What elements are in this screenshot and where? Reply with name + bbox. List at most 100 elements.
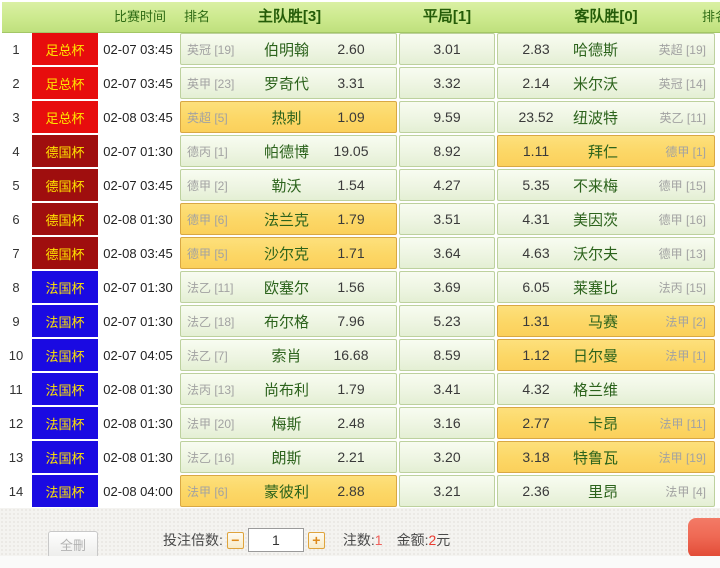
home-team-name: 帕德博 [263,143,309,161]
delete-all-button[interactable]: 全刪 [48,531,99,558]
away-odds-cell[interactable]: 2.83 哈德斯 英超 [19] [497,33,715,65]
draw-odds-cell[interactable]: 3.69 [399,271,495,303]
away-odds-cell[interactable]: 3.18 特鲁瓦 法甲 [19] [497,441,715,473]
home-odds-value: 1.79 [337,211,365,227]
draw-odds-cell[interactable]: 5.23 [399,305,495,337]
away-odds-cell[interactable]: 2.36 里昂 法甲 [4] [497,475,715,507]
away-odds-cell[interactable]: 1.11 拜仁 德甲 [1] [497,135,715,167]
home-odds-cell[interactable]: 法乙 [16] 朗斯 2.21 [180,441,397,473]
away-team-name: 里昂 [587,483,618,501]
home-league-rank: 法乙 [7] [187,348,228,363]
bets-count: 注数:1 [342,532,383,548]
odds-table: 比赛时间 排名 主队胜[3] 平局[1] 客队胜[0] 排名 1 足总杯 02-07… [0,2,720,507]
draw-odds-cell[interactable]: 3.21 [399,475,495,507]
away-odds-value: 1.12 [522,347,550,363]
draw-odds-value: 3.51 [433,211,461,227]
row-number: 10 [8,347,24,363]
table-row: 14 法国杯 02-08 04:00 法甲 [6] 蒙彼利 2.88 3.21 2.36 里昂 法… [0,475,720,507]
away-odds-cell[interactable]: 5.35 不来梅 德甲 [15] [497,169,715,201]
league-badge: 德国杯 [32,169,98,201]
home-team-name: 伯明翰 [263,41,309,59]
home-odds-cell[interactable]: 法乙 [18] 布尔格 7.96 [180,305,397,337]
home-odds-cell[interactable]: 德甲 [2] 勒沃 1.54 [180,169,397,201]
away-odds-value: 3.18 [522,449,550,465]
away-team-name: 拜仁 [587,143,618,161]
draw-odds-cell[interactable]: 9.59 [399,101,495,133]
home-odds-cell[interactable]: 法乙 [11] 欧塞尔 1.56 [180,271,397,303]
table-header: 比赛时间 排名 主队胜[3] 平局[1] 客队胜[0] 排名 [2,2,720,33]
home-odds-value: 2.88 [337,483,365,499]
home-odds-cell[interactable]: 法甲 [6] 蒙彼利 2.88 [180,475,397,507]
away-odds-value: 1.11 [522,143,550,159]
away-odds-cell[interactable]: 2.77 卡昂 法甲 [11] [497,407,715,439]
away-odds-cell[interactable]: 1.31 马赛 法甲 [2] [497,305,715,337]
match-time: 02-08 01:30 [103,211,173,227]
home-league-rank: 德甲 [5] [187,246,228,261]
away-odds-cell[interactable]: 2.14 米尔沃 英冠 [14] [497,67,715,99]
away-league-rank: 德甲 [16] [658,212,706,227]
home-league-rank: 法乙 [11] [187,280,234,295]
draw-odds-value: 3.64 [433,245,461,261]
draw-odds-cell[interactable]: 3.32 [399,67,495,99]
home-odds-cell[interactable]: 德丙 [1] 帕德博 19.05 [180,135,397,167]
home-odds-cell[interactable]: 法乙 [7] 索肖 16.68 [180,339,397,371]
draw-odds-cell[interactable]: 8.59 [399,339,495,371]
away-team-name: 卡昂 [587,415,618,433]
away-team-name: 马赛 [587,313,618,331]
away-odds-cell[interactable]: 4.32 格兰维 [497,373,715,405]
away-league-rank: 英乙 [11] [659,110,706,125]
minus-button[interactable]: − [226,531,244,549]
match-time: 02-08 03:45 [103,109,173,125]
draw-odds-cell[interactable]: 3.20 [399,441,495,473]
match-time: 02-08 01:30 [103,381,173,397]
away-odds-cell[interactable]: 23.52 纽波特 英乙 [11] [497,101,715,133]
away-team-name: 美因茨 [572,211,618,229]
draw-odds-value: 9.59 [433,109,461,125]
table-row: 12 法国杯 02-08 01:30 法甲 [20] 梅斯 2.48 3.16 2.77 卡昂 法… [0,407,720,439]
home-odds-cell[interactable]: 法甲 [20] 梅斯 2.48 [180,407,397,439]
away-odds-cell[interactable]: 1.12 日尔曼 法甲 [1] [497,339,715,371]
draw-odds-value: 3.16 [433,415,461,431]
match-time: 02-08 01:30 [103,415,173,431]
draw-odds-cell[interactable]: 8.92 [399,135,495,167]
home-odds-cell[interactable]: 德甲 [5] 沙尔克 1.71 [180,237,397,269]
league-badge: 足总杯 [32,33,98,65]
league-badge: 德国杯 [32,203,98,235]
home-odds-value: 16.68 [333,347,369,363]
home-team-name: 尚布利 [263,381,309,399]
home-odds-cell[interactable]: 英超 [5] 热刺 1.09 [180,101,397,133]
home-odds-value: 7.96 [337,313,365,329]
row-number: 6 [12,211,20,227]
away-team-name: 哈德斯 [572,41,618,59]
away-odds-cell[interactable]: 4.31 美因茨 德甲 [16] [497,203,715,235]
away-odds-value: 4.63 [522,245,550,261]
draw-odds-cell[interactable]: 3.16 [399,407,495,439]
home-odds-cell[interactable]: 德甲 [6] 法兰克 1.79 [180,203,397,235]
submit-button[interactable] [688,518,720,558]
table-row: 1 足总杯 02-07 03:45 英冠 [19] 伯明翰 2.60 3.01 2.83 哈德斯… [0,33,720,65]
plus-button[interactable]: + [307,531,325,549]
draw-odds-cell[interactable]: 4.27 [399,169,495,201]
multiplier-input[interactable] [247,528,304,552]
home-team-name: 热刺 [271,109,302,127]
home-odds-cell[interactable]: 英甲 [23] 罗奇代 3.31 [180,67,397,99]
draw-odds-value: 3.01 [433,41,461,57]
home-team-name: 法兰克 [263,211,309,229]
league-badge: 法国杯 [32,305,98,337]
draw-odds-cell[interactable]: 3.41 [399,373,495,405]
draw-odds-cell[interactable]: 3.51 [399,203,495,235]
home-odds-value: 3.31 [337,75,365,91]
away-odds-cell[interactable]: 4.63 沃尔夫 德甲 [13] [497,237,715,269]
home-league-rank: 法甲 [6] [187,484,228,499]
home-odds-cell[interactable]: 法丙 [13] 尚布利 1.79 [180,373,397,405]
draw-odds-cell[interactable]: 3.64 [399,237,495,269]
home-team-name: 蒙彼利 [263,483,309,501]
header-home-rank: 排名 [184,9,211,24]
away-odds-cell[interactable]: 6.05 莱塞比 法丙 [15] [497,271,715,303]
table-row: 9 法国杯 02-07 01:30 法乙 [18] 布尔格 7.96 5.23 1.31 马赛 法… [0,305,720,337]
home-league-rank: 英超 [5] [187,110,228,125]
home-odds-cell[interactable]: 英冠 [19] 伯明翰 2.60 [180,33,397,65]
table-row: 3 足总杯 02-08 03:45 英超 [5] 热刺 1.09 9.59 23.52 纽波特 英… [0,101,720,133]
draw-odds-cell[interactable]: 3.01 [399,33,495,65]
bet-footer: 全刪 投注倍数: − + 注数:1 金额:2元 [0,508,720,568]
